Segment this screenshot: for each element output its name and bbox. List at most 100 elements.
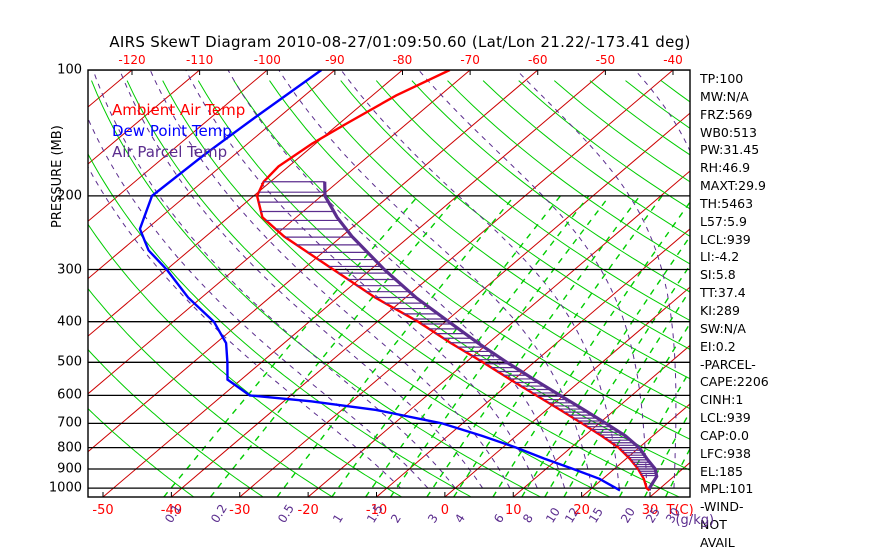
top-temp-tick: -60	[527, 53, 548, 67]
pressure-tick: 900	[57, 461, 82, 477]
dry-adiabat-line	[375, 80, 690, 322]
legend-item-parcel: Air Parcel Temp	[112, 143, 228, 161]
bottom-temp-tick: -20	[297, 503, 319, 518]
pressure-tick: 300	[57, 262, 82, 277]
parameter-item: EI:0.2	[700, 338, 736, 354]
bottom-temp-tick: 0	[440, 503, 450, 518]
dry-adiabat-line	[88, 407, 195, 497]
dry-adiabat-line	[768, 81, 870, 497]
parameter-item: LI:-4.2	[700, 249, 740, 265]
mixing-ratio-line	[209, 195, 459, 497]
parameter-item: MPL:101	[700, 481, 754, 497]
dewpoint-temp-curve	[138, 70, 621, 492]
mixing-ratio-line	[664, 447, 690, 497]
mixing-ratio-line	[276, 195, 515, 497]
ambient-temp-curve	[255, 70, 651, 492]
parameter-item: MAXT:29.9	[700, 178, 766, 194]
dry-adiabat-line	[88, 348, 264, 497]
parameter-item: -WIND-	[700, 499, 744, 515]
dry-adiabat-line	[411, 80, 690, 293]
saturated-adiabat-line	[119, 70, 484, 489]
saturated-adiabat-line	[418, 70, 648, 489]
bottom-temp-tick: 10	[504, 503, 522, 518]
dry-adiabat-line	[126, 80, 611, 497]
dry-adiabat-line	[839, 81, 870, 497]
isotherm-line	[88, 70, 539, 453]
parcel-temp-curve	[323, 181, 659, 491]
dry-adiabat-line	[804, 81, 870, 497]
top-temp-tick: -50	[595, 53, 616, 67]
mixing-ratio-line	[563, 289, 690, 497]
top-temp-tick: -70	[460, 53, 480, 67]
saturated-adiabat-line	[516, 70, 677, 489]
isotherm-line	[88, 70, 200, 165]
dry-adiabat-line	[88, 287, 333, 497]
parameter-item: SI:5.8	[700, 267, 736, 283]
saturated-adiabat-line	[340, 70, 620, 489]
mixing-ratio-line	[365, 195, 590, 497]
isotherm-line	[512, 344, 690, 497]
page-title: AIRS SkewT Diagram 2010-08-27/01:09:50.6…	[109, 33, 691, 51]
mixing-ratio-line	[643, 410, 690, 497]
dry-adiabat-line	[233, 80, 690, 440]
top-temp-tick: -90	[325, 53, 345, 67]
top-temp-tick: -120	[118, 53, 146, 67]
parameter-item: CAP:0.0	[700, 427, 749, 443]
parameter-item: MW:N/A	[700, 88, 749, 104]
parameter-item: SW:N/A	[700, 320, 746, 336]
dry-adiabat-line	[447, 80, 690, 265]
isotherm-line	[444, 286, 690, 497]
mixing-ratio-line	[521, 235, 690, 497]
isotherm-line	[88, 70, 336, 280]
parameter-item: WB0:513	[700, 124, 757, 140]
mixing-ratio-line	[587, 322, 690, 497]
saturated-adiabat-line	[88, 117, 429, 489]
parameter-item: CINH:1	[700, 392, 744, 408]
isotherm-line	[88, 70, 268, 222]
bottom-temp-tick: -30	[229, 503, 251, 518]
pressure-tick: 700	[57, 415, 82, 431]
mixing-ratio-line	[163, 195, 419, 497]
isotherm-line	[239, 112, 690, 497]
bottom-temp-tick: -10	[365, 503, 388, 518]
dry-adiabat-line	[88, 152, 472, 497]
saturated-adiabat-line	[278, 70, 593, 489]
dry-adiabat-line	[482, 80, 690, 237]
parameter-item: TP:100	[700, 71, 744, 86]
pressure-tick: 800	[57, 440, 82, 456]
parameter-item: RH:46.9	[700, 160, 751, 176]
mixing-ratio-line	[544, 263, 690, 497]
saturated-adiabat-line	[185, 70, 538, 489]
pressure-tick: 400	[57, 314, 82, 330]
pressure-tick: 100	[57, 62, 82, 78]
y-axis-label: PRESSURE (MB)	[50, 125, 65, 228]
parameter-item: TH:5463	[700, 195, 754, 211]
top-temp-tick: -100	[253, 53, 281, 67]
parameter-item: LCL:939	[700, 231, 751, 247]
pressure-tick: 600	[57, 387, 82, 403]
mixing-ratio-line	[426, 195, 641, 497]
legend-item-dewpoint: Dew Point Temp	[112, 122, 232, 140]
parameter-item: L57:5.9	[700, 213, 747, 229]
parameter-item: PW:31.45	[700, 142, 760, 158]
bottom-temp-tick: -50	[92, 503, 114, 518]
bottom-temp-tick: -40	[160, 503, 182, 518]
parameter-item: AVAIL	[700, 534, 735, 550]
top-temp-tick: -40	[663, 53, 683, 67]
pressure-tick: 1000	[48, 480, 82, 496]
isotherm-line	[171, 70, 674, 497]
dry-adiabat-line	[269, 80, 690, 410]
isotherm-line	[88, 70, 471, 395]
bottom-temp-tick: 20	[573, 503, 590, 518]
parameter-item: TT:37.4	[700, 285, 746, 301]
isotherm-line	[787, 70, 870, 497]
x-axis-temp-label: T(C)	[666, 503, 694, 518]
parameter-item: LCL:939	[700, 410, 751, 426]
x-axis-mixing-label: (g/kg)	[675, 513, 715, 528]
saturated-adiabat-line	[149, 70, 511, 489]
isotherm-line	[855, 70, 870, 497]
pressure-tick: 200	[57, 188, 82, 204]
top-temp-tick: -80	[392, 53, 413, 67]
